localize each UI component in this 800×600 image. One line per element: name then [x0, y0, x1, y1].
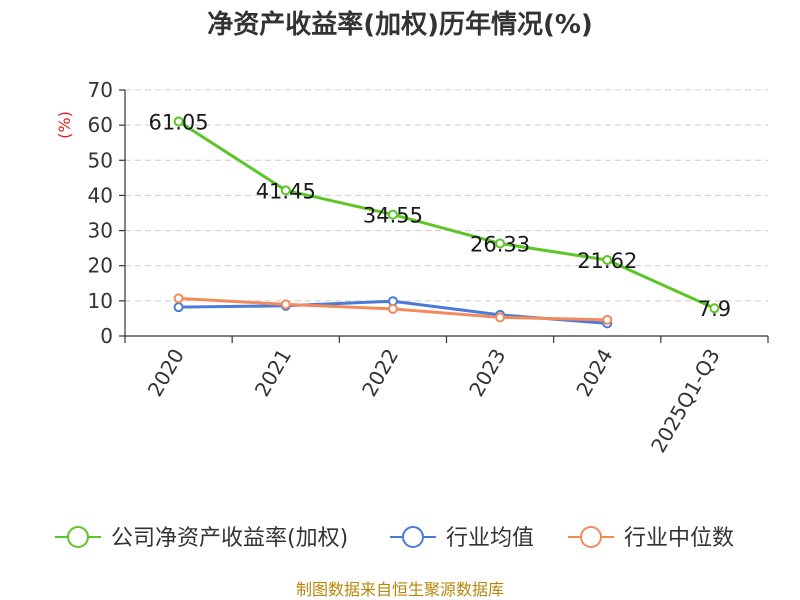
y-tick-label-70: 70	[88, 78, 113, 102]
x-tick-label-2025Q1-Q3: 2025Q1-Q3	[646, 345, 725, 457]
point-s2-2020	[173, 293, 184, 304]
x-tick-label-2024: 2024	[571, 345, 617, 401]
point-s2-2022	[387, 303, 398, 314]
axes: 0 10 20 30 40 50 60 70 2020 2021 2022 2023 2024 2025Q…	[88, 78, 769, 457]
series-group	[173, 116, 720, 329]
chart-title: 净资产收益率(加权)历年情况(%)	[207, 9, 593, 40]
data-label-2021: 41.45	[256, 179, 316, 203]
x-tick-label-2020: 2020	[143, 345, 189, 401]
data-label-2024: 21.62	[577, 249, 637, 273]
x-tick-label-2021: 2021	[250, 345, 296, 401]
x-tick-label-2022: 2022	[357, 345, 403, 401]
legend-marker-1	[402, 526, 424, 548]
legend-marker-0	[67, 526, 89, 548]
point-s0-2020	[173, 116, 184, 127]
legend-marker-2	[580, 526, 602, 548]
legend-label-0: 公司净资产收益率(加权)	[111, 526, 348, 551]
y-tick-label-40: 40	[88, 183, 113, 207]
y-axis-label: (%)	[55, 111, 74, 139]
point-s2-2021	[280, 299, 291, 310]
point-s0-2022	[387, 209, 398, 220]
point-s0-2023	[495, 238, 506, 249]
data-labels: 61.05 41.45 34.55 26.33 21.62 7.9	[149, 110, 732, 321]
point-s0-2024	[602, 255, 613, 266]
x-tick-label-2023: 2023	[464, 345, 510, 401]
data-label-2025Q1-Q3: 7.9	[698, 297, 731, 321]
legend-label-1: 行业均值	[446, 526, 534, 551]
grid-lines	[125, 89, 768, 302]
point-s0-2025Q1-Q3	[709, 303, 720, 314]
point-s2-2023	[495, 312, 506, 323]
data-label-2023: 26.33	[470, 232, 530, 256]
y-tick-label-50: 50	[88, 148, 113, 172]
y-tick-label-10: 10	[88, 289, 113, 313]
legend-label-2: 行业中位数	[624, 526, 734, 551]
point-s1-2020	[173, 302, 184, 313]
y-tick-label-30: 30	[88, 219, 113, 243]
data-source-note: 制图数据来自恒生聚源数据库	[296, 580, 504, 599]
y-tick-label-0: 0	[100, 324, 113, 348]
data-label-2020: 61.05	[149, 110, 209, 134]
series-line-0	[177, 120, 716, 310]
y-tick-label-20: 20	[88, 254, 113, 278]
legend: 公司净资产收益率(加权) 行业均值 行业中位数	[55, 526, 734, 551]
data-label-2022: 34.55	[363, 204, 423, 228]
y-tick-label-60: 60	[88, 113, 113, 137]
point-s2-2024	[602, 314, 613, 325]
point-s0-2021	[280, 185, 291, 196]
